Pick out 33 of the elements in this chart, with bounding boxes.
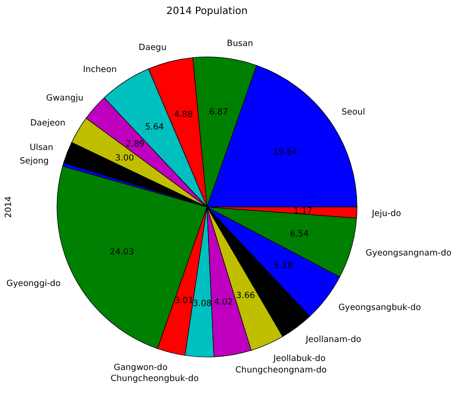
slice-label: Gyeonggi-do xyxy=(6,279,61,290)
slice-label: Incheon xyxy=(82,64,117,75)
chart-title: 2014 Population xyxy=(166,6,248,17)
slice-label: Gyeongsangnam-do xyxy=(366,248,452,258)
data-label: 3.01 xyxy=(174,296,194,306)
data-label: 4.88 xyxy=(174,110,193,120)
slice-label: Ulsan xyxy=(30,143,54,154)
data-label: 1.17 xyxy=(293,206,312,217)
data-label: 5.28 xyxy=(274,261,293,272)
data-label: 5.64 xyxy=(145,122,164,133)
data-label: 6.54 xyxy=(290,229,309,240)
slice-label: Gwangju xyxy=(46,94,84,104)
slice-label: Jeollanam-do xyxy=(304,335,362,346)
slice-label: Chungcheongnam-do xyxy=(235,366,327,376)
data-label: 3.00 xyxy=(115,154,134,164)
data-label: 3.08 xyxy=(192,298,212,309)
slice-label: Daejeon xyxy=(30,118,66,128)
slice-label: Daegu xyxy=(138,43,166,54)
slice-label: Sejong xyxy=(20,156,49,166)
slice-label: Busan xyxy=(226,39,254,50)
slice-label: Chungcheongbuk-do xyxy=(110,374,199,384)
data-label: 19.64 xyxy=(273,147,298,158)
slice-label: Gangwon-do xyxy=(114,363,168,374)
slice-label: Jeju-do xyxy=(370,209,402,220)
slice-label: Jeollabuk-do xyxy=(272,354,326,364)
slice-label: Seoul xyxy=(342,108,366,118)
data-label: 24.03 xyxy=(110,247,134,258)
data-label: 2.89 xyxy=(126,139,145,150)
data-label: 4.02 xyxy=(214,298,233,308)
data-label: 6.87 xyxy=(209,108,228,118)
slice-label: Gyeongsangbuk-do xyxy=(338,302,421,313)
text: 2014 xyxy=(4,196,14,218)
data-label: 3.66 xyxy=(236,290,256,301)
